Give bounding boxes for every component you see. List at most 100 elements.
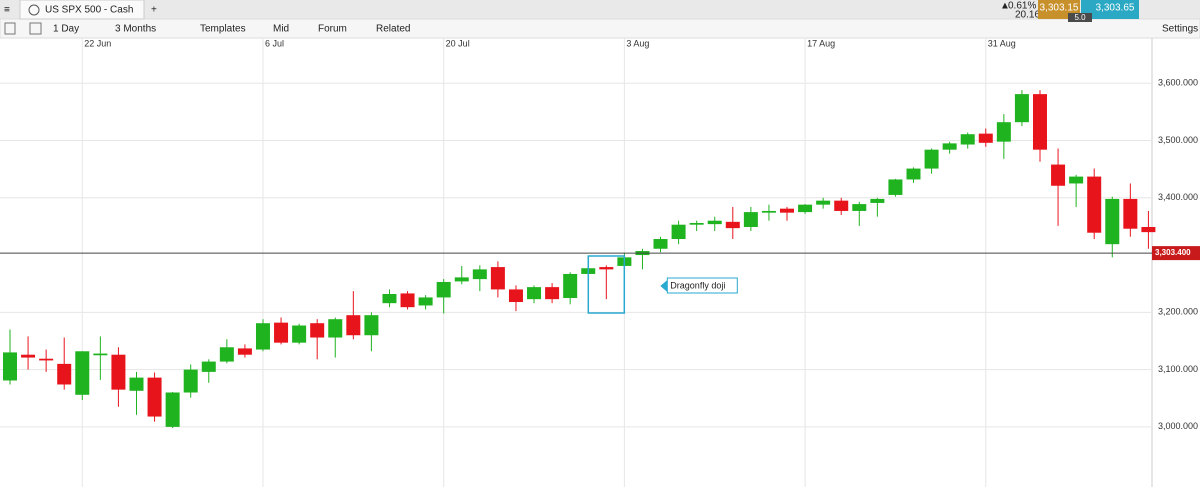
- menu-icon[interactable]: ≡: [4, 5, 10, 16]
- candle-body: [183, 369, 198, 393]
- change-pct: 0.61%: [1008, 1, 1036, 12]
- interval[interactable]: 1 Day: [53, 24, 79, 35]
- tab[interactable]: [19, 0, 145, 20]
- tab-bar: [0, 0, 1200, 19]
- x-tick-label: 17 Aug: [807, 38, 835, 48]
- candle-body: [201, 361, 216, 372]
- y-tick-label: 3,400.000: [1158, 192, 1198, 202]
- candle-body: [545, 287, 560, 300]
- tab-icon: [28, 4, 40, 16]
- candle-body: [996, 122, 1011, 142]
- candle-body: [508, 289, 523, 303]
- annotation-label-box: [666, 277, 738, 294]
- candle-body: [870, 198, 885, 203]
- candle-body: [707, 220, 722, 225]
- candle-body: [563, 273, 578, 299]
- candle-body: [1105, 198, 1120, 245]
- y-tick-label: 3,000.000: [1158, 421, 1198, 431]
- y-tick-label: 3,200.000: [1158, 307, 1198, 317]
- candle-body: [780, 208, 795, 213]
- candle-body: [960, 134, 975, 145]
- buy-box[interactable]: [1081, 0, 1139, 19]
- candle-body: [147, 377, 162, 417]
- candle-body: [129, 377, 144, 391]
- candle-body: [39, 358, 54, 361]
- change-abs: 20.16: [1015, 10, 1040, 21]
- candle-body: [382, 293, 397, 304]
- layout-icon[interactable]: [29, 22, 42, 35]
- candle-body: [978, 133, 993, 143]
- candle-body: [816, 200, 831, 205]
- spread-box: [1068, 13, 1092, 22]
- spread: 5.0: [1074, 13, 1086, 22]
- related[interactable]: Related: [376, 24, 410, 35]
- candle-body: [472, 269, 487, 280]
- x-tick-label: 31 Aug: [988, 38, 1016, 48]
- x-tick-label: 20 Jul: [446, 38, 470, 48]
- candle-body: [1014, 94, 1029, 123]
- sell-price[interactable]: 3,303.15: [1040, 3, 1079, 14]
- templates[interactable]: Templates: [200, 24, 246, 35]
- candle-body: [743, 212, 758, 227]
- candle-body: [924, 149, 939, 169]
- candle-body: [292, 325, 307, 343]
- candle-body: [165, 392, 180, 427]
- candle-body: [111, 354, 126, 390]
- candle-body: [436, 281, 451, 298]
- candle-body: [219, 347, 234, 362]
- candle-body: [328, 319, 343, 338]
- candle-body: [490, 267, 505, 290]
- candle-body: [255, 323, 270, 350]
- candle-body: [237, 348, 252, 355]
- candle-body: [400, 293, 415, 308]
- candle-body: [93, 353, 108, 356]
- candle-body: [1141, 226, 1156, 233]
- candle-body: [310, 323, 325, 338]
- y-tick-label: 3,100.000: [1158, 364, 1198, 374]
- buy-price[interactable]: 3,303.65: [1096, 3, 1135, 14]
- candle-body: [798, 204, 813, 213]
- x-tick-label: 22 Jun: [84, 38, 111, 48]
- price-label: 3,303.400: [1155, 248, 1191, 257]
- candle-body: [364, 315, 379, 336]
- candle-body: [942, 143, 957, 150]
- y-tick-label: 3,500.000: [1158, 135, 1198, 145]
- candle-body: [888, 179, 903, 195]
- candle-body: [761, 210, 776, 213]
- candle-body: [1123, 198, 1138, 229]
- price-mode[interactable]: Mid: [273, 24, 289, 35]
- candle-body: [671, 224, 686, 240]
- candle-body: [906, 168, 921, 180]
- toolbar: [0, 18, 1200, 39]
- candle-body: [852, 204, 867, 211]
- candle-body: [57, 363, 72, 385]
- candle-body: [274, 322, 289, 343]
- y-tick-label: 3,600.000: [1158, 78, 1198, 88]
- x-tick-label: 6 Jul: [265, 38, 284, 48]
- candle-body: [418, 297, 433, 306]
- tab-title[interactable]: US SPX 500 - Cash: [45, 5, 133, 16]
- annotation-pointer: [660, 280, 668, 292]
- list-icon[interactable]: [4, 22, 16, 35]
- candle-body: [599, 267, 614, 270]
- candle-body: [834, 200, 849, 211]
- candle-body: [346, 315, 361, 336]
- forum[interactable]: Forum: [318, 24, 347, 35]
- candle-body: [75, 351, 90, 395]
- x-tick-label: 3 Aug: [626, 38, 649, 48]
- candle-body: [21, 354, 36, 358]
- annotation-box: [587, 255, 626, 314]
- candle-body: [725, 221, 740, 229]
- annotation-label: Dragonfly doji: [670, 280, 725, 290]
- candle-body: [689, 222, 704, 225]
- price-label-box: [1152, 246, 1200, 261]
- candle-body: [1051, 164, 1066, 186]
- candle-body: [1032, 94, 1047, 150]
- add-tab[interactable]: +: [151, 5, 157, 16]
- candle-body: [454, 277, 469, 282]
- settings[interactable]: Settings: [1162, 24, 1198, 35]
- candle-body: [3, 352, 17, 381]
- range[interactable]: 3 Months: [115, 24, 156, 35]
